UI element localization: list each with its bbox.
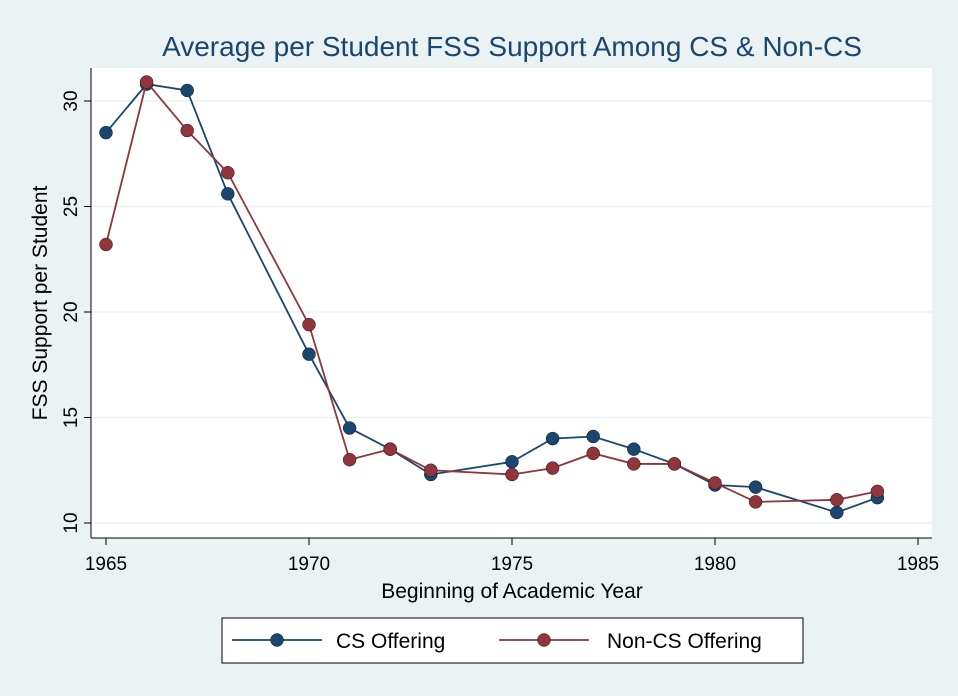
data-point-1-1966 [139, 75, 154, 89]
series-layer [99, 75, 885, 520]
y-axis-label: FSS Support per Student [29, 186, 52, 421]
data-point-1-1973 [424, 463, 438, 477]
x-tick-label-1985: 1985 [897, 554, 939, 575]
data-point-0-1968 [221, 187, 235, 201]
data-point-1-1980 [708, 476, 722, 490]
x-tick-label-1980: 1980 [694, 554, 736, 575]
legend-label-1: Non-CS Offering [607, 630, 762, 653]
legend-item-0: CS Offering [232, 630, 445, 653]
legend-item-1: Non-CS Offering [499, 630, 762, 653]
data-point-1-1972 [383, 442, 397, 456]
data-point-1-1967 [180, 123, 194, 138]
data-point-1-1977 [586, 446, 600, 461]
y-axis-ticks: 10 15 20 25 30 [61, 90, 91, 534]
data-point-1-1968 [221, 166, 235, 180]
data-point-1-1981 [748, 495, 763, 509]
data-point-1-1975 [505, 467, 519, 482]
data-point-0-1967 [180, 83, 194, 98]
data-point-1-1978 [627, 457, 641, 471]
x-tick-label-1975: 1975 [491, 554, 533, 575]
data-point-1-1983 [830, 493, 844, 507]
x-axis-ticks: 1965 1970 1975 1980 1985 [85, 538, 939, 575]
data-point-0-1975 [505, 455, 519, 469]
data-point-1-1970 [302, 317, 316, 332]
legend-marker-0 [270, 633, 284, 647]
legend-label-0: CS Offering [336, 630, 445, 653]
x-tick-label-1970: 1970 [288, 554, 330, 575]
legend-marker-1 [537, 633, 551, 647]
chart-title: Average per Student FSS Support Among CS… [162, 31, 862, 62]
data-point-1-1979 [667, 457, 682, 471]
data-point-0-1965 [99, 125, 113, 140]
y-tick-label-30: 30 [61, 90, 82, 111]
data-point-1-1976 [545, 461, 560, 475]
data-point-1-1971 [342, 453, 357, 467]
series-non-cs-offering [99, 75, 885, 509]
data-point-0-1983 [830, 505, 844, 520]
data-point-0-1981 [748, 480, 763, 494]
gridlines [91, 100, 932, 524]
data-point-0-1971 [342, 421, 357, 435]
data-point-1-1965 [99, 237, 113, 252]
x-tick-label-1965: 1965 [85, 554, 127, 575]
data-point-1-1984 [870, 484, 885, 499]
y-tick-label-20: 20 [61, 301, 82, 322]
data-point-0-1978 [627, 442, 641, 456]
data-point-0-1976 [545, 431, 560, 446]
data-point-0-1970 [302, 347, 316, 361]
y-tick-label-10: 10 [61, 512, 82, 533]
y-tick-label-15: 15 [61, 407, 82, 428]
data-point-0-1977 [586, 429, 600, 444]
x-axis-label: Beginning of Academic Year [381, 580, 643, 603]
y-tick-label-25: 25 [61, 196, 82, 217]
legend: CS Offering Non-CS Offering [221, 617, 804, 664]
